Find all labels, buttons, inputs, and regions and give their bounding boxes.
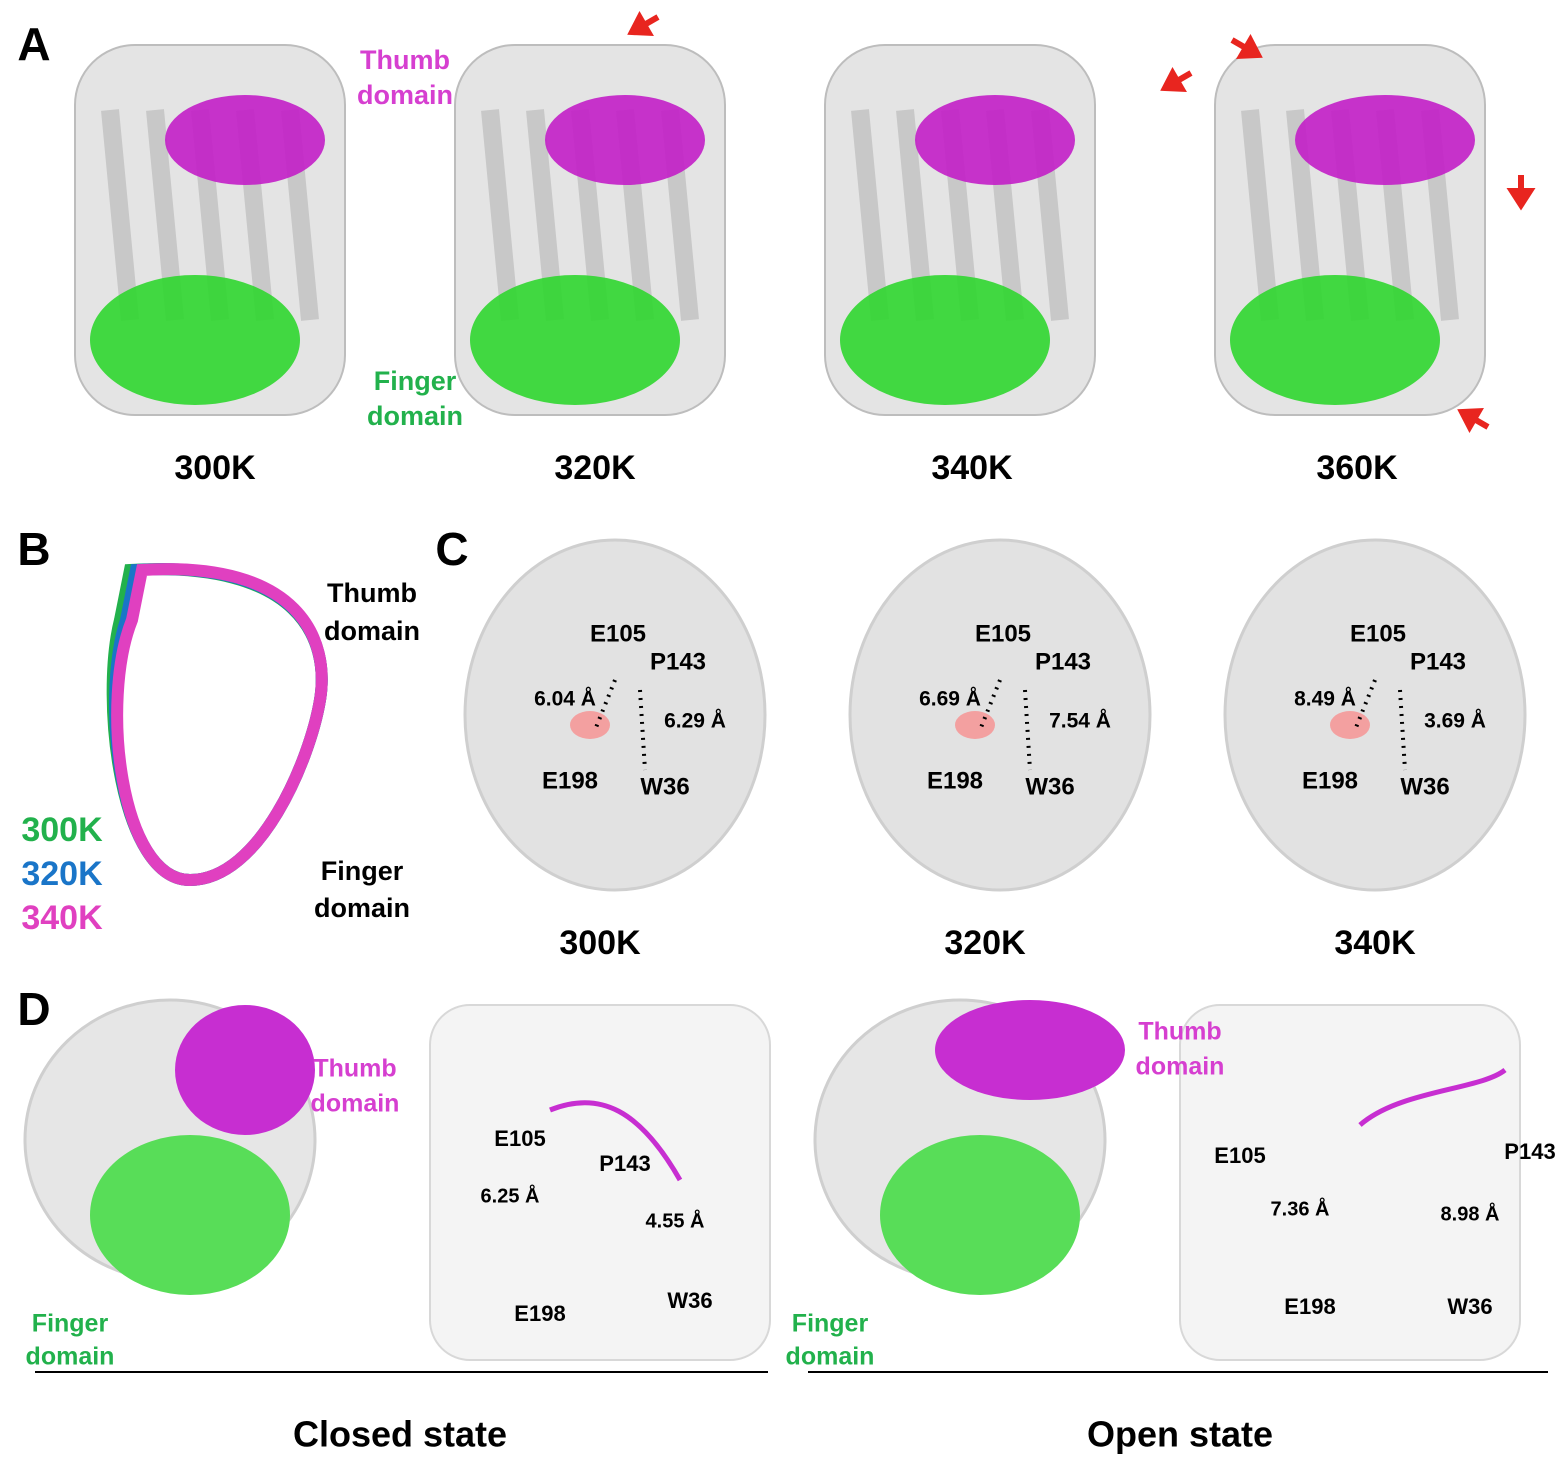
- residue-label: W36: [1025, 773, 1074, 800]
- thumb-loop: [1358, 1067, 1507, 1127]
- distance-line: [593, 679, 647, 771]
- finger-label: Finger: [32, 1310, 109, 1338]
- protein-surface: [463, 538, 767, 892]
- panel-label: C: [435, 523, 468, 575]
- thumb-domain: [165, 95, 325, 185]
- finger-label: domain: [314, 893, 410, 923]
- distance-label: 6.04 Å: [534, 687, 596, 711]
- distance-label: 3.69 Å: [1424, 709, 1486, 733]
- thumb-domain: [915, 95, 1075, 185]
- residue-label: E198: [927, 767, 983, 794]
- thumb-domain: [545, 95, 705, 185]
- finger-domain: [840, 275, 1050, 405]
- legend-entry: 340K: [21, 899, 103, 937]
- residue-label: E198: [1284, 1294, 1335, 1319]
- ribbon: [109, 563, 328, 887]
- red-arrow: [1230, 33, 1263, 60]
- thumb-label: domain: [1136, 1053, 1225, 1081]
- finger-label: domain: [26, 1343, 115, 1371]
- residue-label: W36: [640, 773, 689, 800]
- finger-label: domain: [786, 1343, 875, 1371]
- finger-label: Finger: [792, 1310, 869, 1338]
- temperature-label: 300K: [174, 449, 256, 487]
- temperature-label: 320K: [944, 924, 1026, 962]
- ribbon: [111, 563, 328, 887]
- thumb-label: domain: [311, 1090, 400, 1118]
- beta-strand: [101, 109, 139, 321]
- protein-surface: [848, 538, 1152, 892]
- red-arrow: [627, 10, 660, 37]
- residue-label: W36: [1400, 773, 1449, 800]
- beta-strand: [851, 109, 889, 321]
- thumb-loop: [549, 1100, 683, 1182]
- thumb-label: domain: [324, 616, 420, 646]
- red-arrow: [1506, 175, 1536, 211]
- beta-strand: [481, 109, 519, 321]
- finger-surface: [90, 1135, 290, 1295]
- distance-label: 6.25 Å: [481, 1183, 540, 1207]
- finger-surface: [880, 1135, 1080, 1295]
- protein-surface: [1223, 538, 1527, 892]
- residue-label: P143: [1410, 648, 1466, 675]
- thumb-surface: [935, 1000, 1125, 1100]
- thumb-domain: [1295, 95, 1475, 185]
- residue-label: E198: [542, 767, 598, 794]
- residue-label: P143: [650, 648, 706, 675]
- distance-label: 6.29 Å: [664, 709, 726, 733]
- distance-label: 7.36 Å: [1271, 1196, 1330, 1220]
- finger-domain: [1230, 275, 1440, 405]
- residue-label: P143: [599, 1151, 650, 1176]
- legend-entry: 300K: [21, 811, 103, 849]
- residue-label: E105: [590, 620, 646, 647]
- residue-label: E198: [1302, 767, 1358, 794]
- finger-label: Finger: [374, 366, 457, 396]
- distance-label: 8.98 Å: [1441, 1201, 1500, 1225]
- state-label: Closed state: [293, 1414, 507, 1455]
- distance-label: 7.54 Å: [1049, 709, 1111, 733]
- temperature-label: 360K: [1316, 449, 1398, 487]
- distance-label: 8.49 Å: [1294, 687, 1356, 711]
- state-label: Open state: [1087, 1414, 1273, 1455]
- distance-label: 4.55 Å: [646, 1208, 705, 1232]
- thumb-label: domain: [357, 80, 453, 110]
- panel-label: D: [17, 983, 50, 1035]
- active-site: [955, 711, 995, 739]
- residue-label: P143: [1035, 648, 1091, 675]
- residue-label: E105: [494, 1126, 545, 1151]
- thumb-label: Thumb: [313, 1055, 396, 1083]
- residue-label: E105: [1350, 620, 1406, 647]
- red-arrow: [1457, 407, 1490, 434]
- distance-line: [1353, 679, 1407, 771]
- red-arrow: [1160, 66, 1193, 93]
- distance-line: [978, 679, 1032, 771]
- temperature-label: 300K: [559, 924, 641, 962]
- panel-label: B: [17, 523, 50, 575]
- finger-domain: [90, 275, 300, 405]
- temperature-label: 340K: [931, 449, 1013, 487]
- residue-label: P143: [1504, 1139, 1555, 1164]
- residue-label: E198: [514, 1301, 565, 1326]
- residue-label: E105: [1214, 1143, 1265, 1168]
- distance-label: 6.69 Å: [919, 687, 981, 711]
- thumb-label: Thumb: [360, 45, 450, 75]
- active-site: [570, 711, 610, 739]
- legend-entry: 320K: [21, 855, 103, 893]
- beta-strand: [1241, 109, 1279, 321]
- cartoon-view: [429, 1004, 771, 1361]
- active-site: [1330, 711, 1370, 739]
- finger-label: Finger: [321, 856, 404, 886]
- thumb-label: Thumb: [327, 578, 417, 608]
- finger-domain: [470, 275, 680, 405]
- residue-label: E105: [975, 620, 1031, 647]
- residue-label: W36: [1447, 1294, 1492, 1319]
- residue-label: W36: [667, 1288, 712, 1313]
- panel-label: A: [17, 18, 50, 70]
- thumb-label: Thumb: [1138, 1018, 1221, 1046]
- temperature-label: 320K: [554, 449, 636, 487]
- thumb-surface: [175, 1005, 315, 1135]
- finger-label: domain: [367, 401, 463, 431]
- temperature-label: 340K: [1334, 924, 1416, 962]
